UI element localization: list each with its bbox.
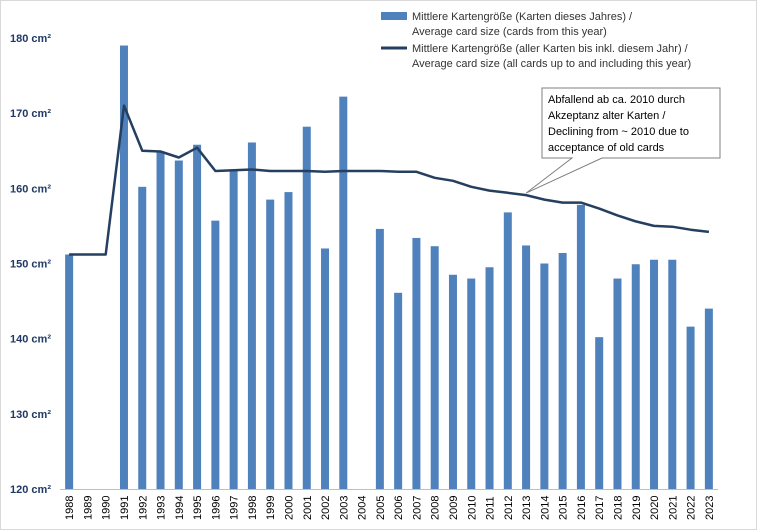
bar-1992 — [138, 186, 147, 489]
bar-2007 — [412, 237, 421, 489]
x-tick-label: 1993 — [156, 496, 168, 520]
x-tick-label: 2019 — [631, 496, 643, 520]
x-tick-label: 2017 — [594, 496, 606, 520]
bar-1997 — [229, 170, 238, 489]
x-tick-label: 1999 — [265, 496, 277, 520]
legend-bar-line2: Average card size (cards from this year) — [412, 26, 607, 38]
bar-2011 — [485, 267, 494, 489]
bar-2008 — [430, 246, 439, 489]
bar-2001 — [302, 126, 311, 490]
x-tick-label: 2014 — [539, 496, 551, 520]
x-tick-label: 1996 — [210, 496, 222, 520]
x-tick-label: 1990 — [101, 496, 113, 520]
x-tick-label: 2012 — [503, 496, 515, 520]
bar-2016 — [576, 204, 585, 489]
x-tick-label: 2004 — [357, 496, 369, 520]
bar-2005 — [375, 228, 384, 489]
x-tick-label: 2003 — [338, 496, 350, 520]
y-tick-label: 180 cm² — [10, 33, 51, 45]
x-axis-labels: 1988 1989 1990 1991 1992 1993 1994 1995 1996 1997… — [64, 496, 716, 520]
bar-2000 — [284, 192, 293, 489]
bar-1993 — [156, 152, 165, 489]
x-tick-label: 1992 — [137, 496, 149, 520]
legend-line-line1: Mittlere Kartengröße (aller Karten bis i… — [412, 43, 689, 55]
y-tick-label: 150 cm² — [10, 259, 51, 271]
bar-1998 — [247, 142, 256, 489]
bar-2009 — [448, 274, 457, 489]
bar-2023 — [704, 308, 713, 489]
x-tick-label: 2001 — [302, 496, 314, 520]
bar-2013 — [522, 245, 531, 489]
x-tick-label: 2008 — [430, 496, 442, 520]
annotation-line-4: acceptance of old cards — [548, 142, 665, 154]
x-tick-label: 1998 — [247, 496, 259, 520]
cumulative-line — [69, 104, 710, 256]
x-tick-label: 2010 — [466, 496, 478, 520]
x-tick-label: 2006 — [393, 496, 405, 520]
annotation-box — [525, 87, 721, 194]
x-tick-label: 2022 — [686, 496, 698, 520]
bar-2018 — [613, 278, 622, 489]
x-tick-label: 2000 — [283, 496, 295, 520]
bar-1991 — [119, 45, 128, 490]
bar-1995 — [193, 144, 202, 489]
y-tick-label: 140 cm² — [10, 334, 51, 346]
x-tick-label: 1997 — [229, 496, 241, 520]
bar-1996 — [211, 220, 220, 489]
y-tick-label: 130 cm² — [10, 409, 51, 421]
bar-2015 — [558, 252, 567, 489]
bar-2022 — [686, 326, 695, 489]
bar-2003 — [339, 96, 348, 489]
annotation-line-3: Declining from ~ 2010 due to — [548, 126, 689, 138]
bar-2019 — [631, 264, 640, 489]
x-tick-label: 2002 — [320, 496, 332, 520]
bar-1988 — [65, 254, 74, 489]
bar-1994 — [174, 160, 183, 489]
x-tick-label: 1995 — [192, 496, 204, 520]
x-tick-label: 2018 — [612, 496, 624, 520]
legend-swatch-bar — [381, 12, 407, 20]
y-axis-labels: 120 cm² 130 cm² 140 cm² 150 cm² 160 cm² 170 c… — [10, 33, 51, 496]
x-tick-label: 1994 — [174, 496, 186, 520]
x-tick-label: 2011 — [485, 496, 497, 520]
bar-2002 — [321, 248, 330, 489]
y-tick-label: 120 cm² — [10, 484, 51, 496]
x-tick-label: 2009 — [448, 496, 460, 520]
x-tick-label: 2016 — [576, 496, 588, 520]
bar-1999 — [266, 199, 275, 489]
bar-2017 — [595, 337, 604, 489]
x-tick-label: 2007 — [411, 496, 423, 520]
x-tick-label: 2013 — [521, 496, 533, 520]
annotation-callout: Abfallend ab ca. 2010 durch Akzeptanz al… — [525, 87, 721, 194]
bar-2021 — [668, 259, 677, 489]
bar-2006 — [394, 292, 403, 489]
x-tick-label: 2020 — [649, 496, 661, 520]
annotation-line-1: Abfallend ab ca. 2010 durch — [548, 94, 685, 106]
bar-2012 — [503, 212, 512, 490]
bar-2014 — [540, 263, 549, 489]
y-tick-label: 170 cm² — [10, 108, 51, 120]
bar-2020 — [650, 259, 659, 489]
bar-2010 — [467, 278, 476, 489]
x-tick-label: 1989 — [82, 496, 94, 520]
x-tick-label: 2021 — [667, 496, 679, 520]
legend: Mittlere Kartengröße (Karten dieses Jahr… — [381, 11, 691, 70]
x-tick-label: 2005 — [375, 496, 387, 520]
legend-bar-line1: Mittlere Kartengröße (Karten dieses Jahr… — [412, 11, 633, 23]
x-tick-label: 1991 — [119, 496, 131, 520]
x-tick-label: 1988 — [64, 496, 76, 520]
annotation-line-2: Akzeptanz alter Karten / — [548, 110, 666, 122]
legend-line-line2: Average card size (all cards up to and i… — [412, 58, 691, 70]
x-tick-label: 2015 — [558, 496, 570, 520]
x-tick-label: 2023 — [704, 496, 716, 520]
cumulative-average-line — [69, 104, 710, 256]
bars — [65, 45, 713, 490]
y-tick-label: 160 cm² — [10, 183, 51, 195]
